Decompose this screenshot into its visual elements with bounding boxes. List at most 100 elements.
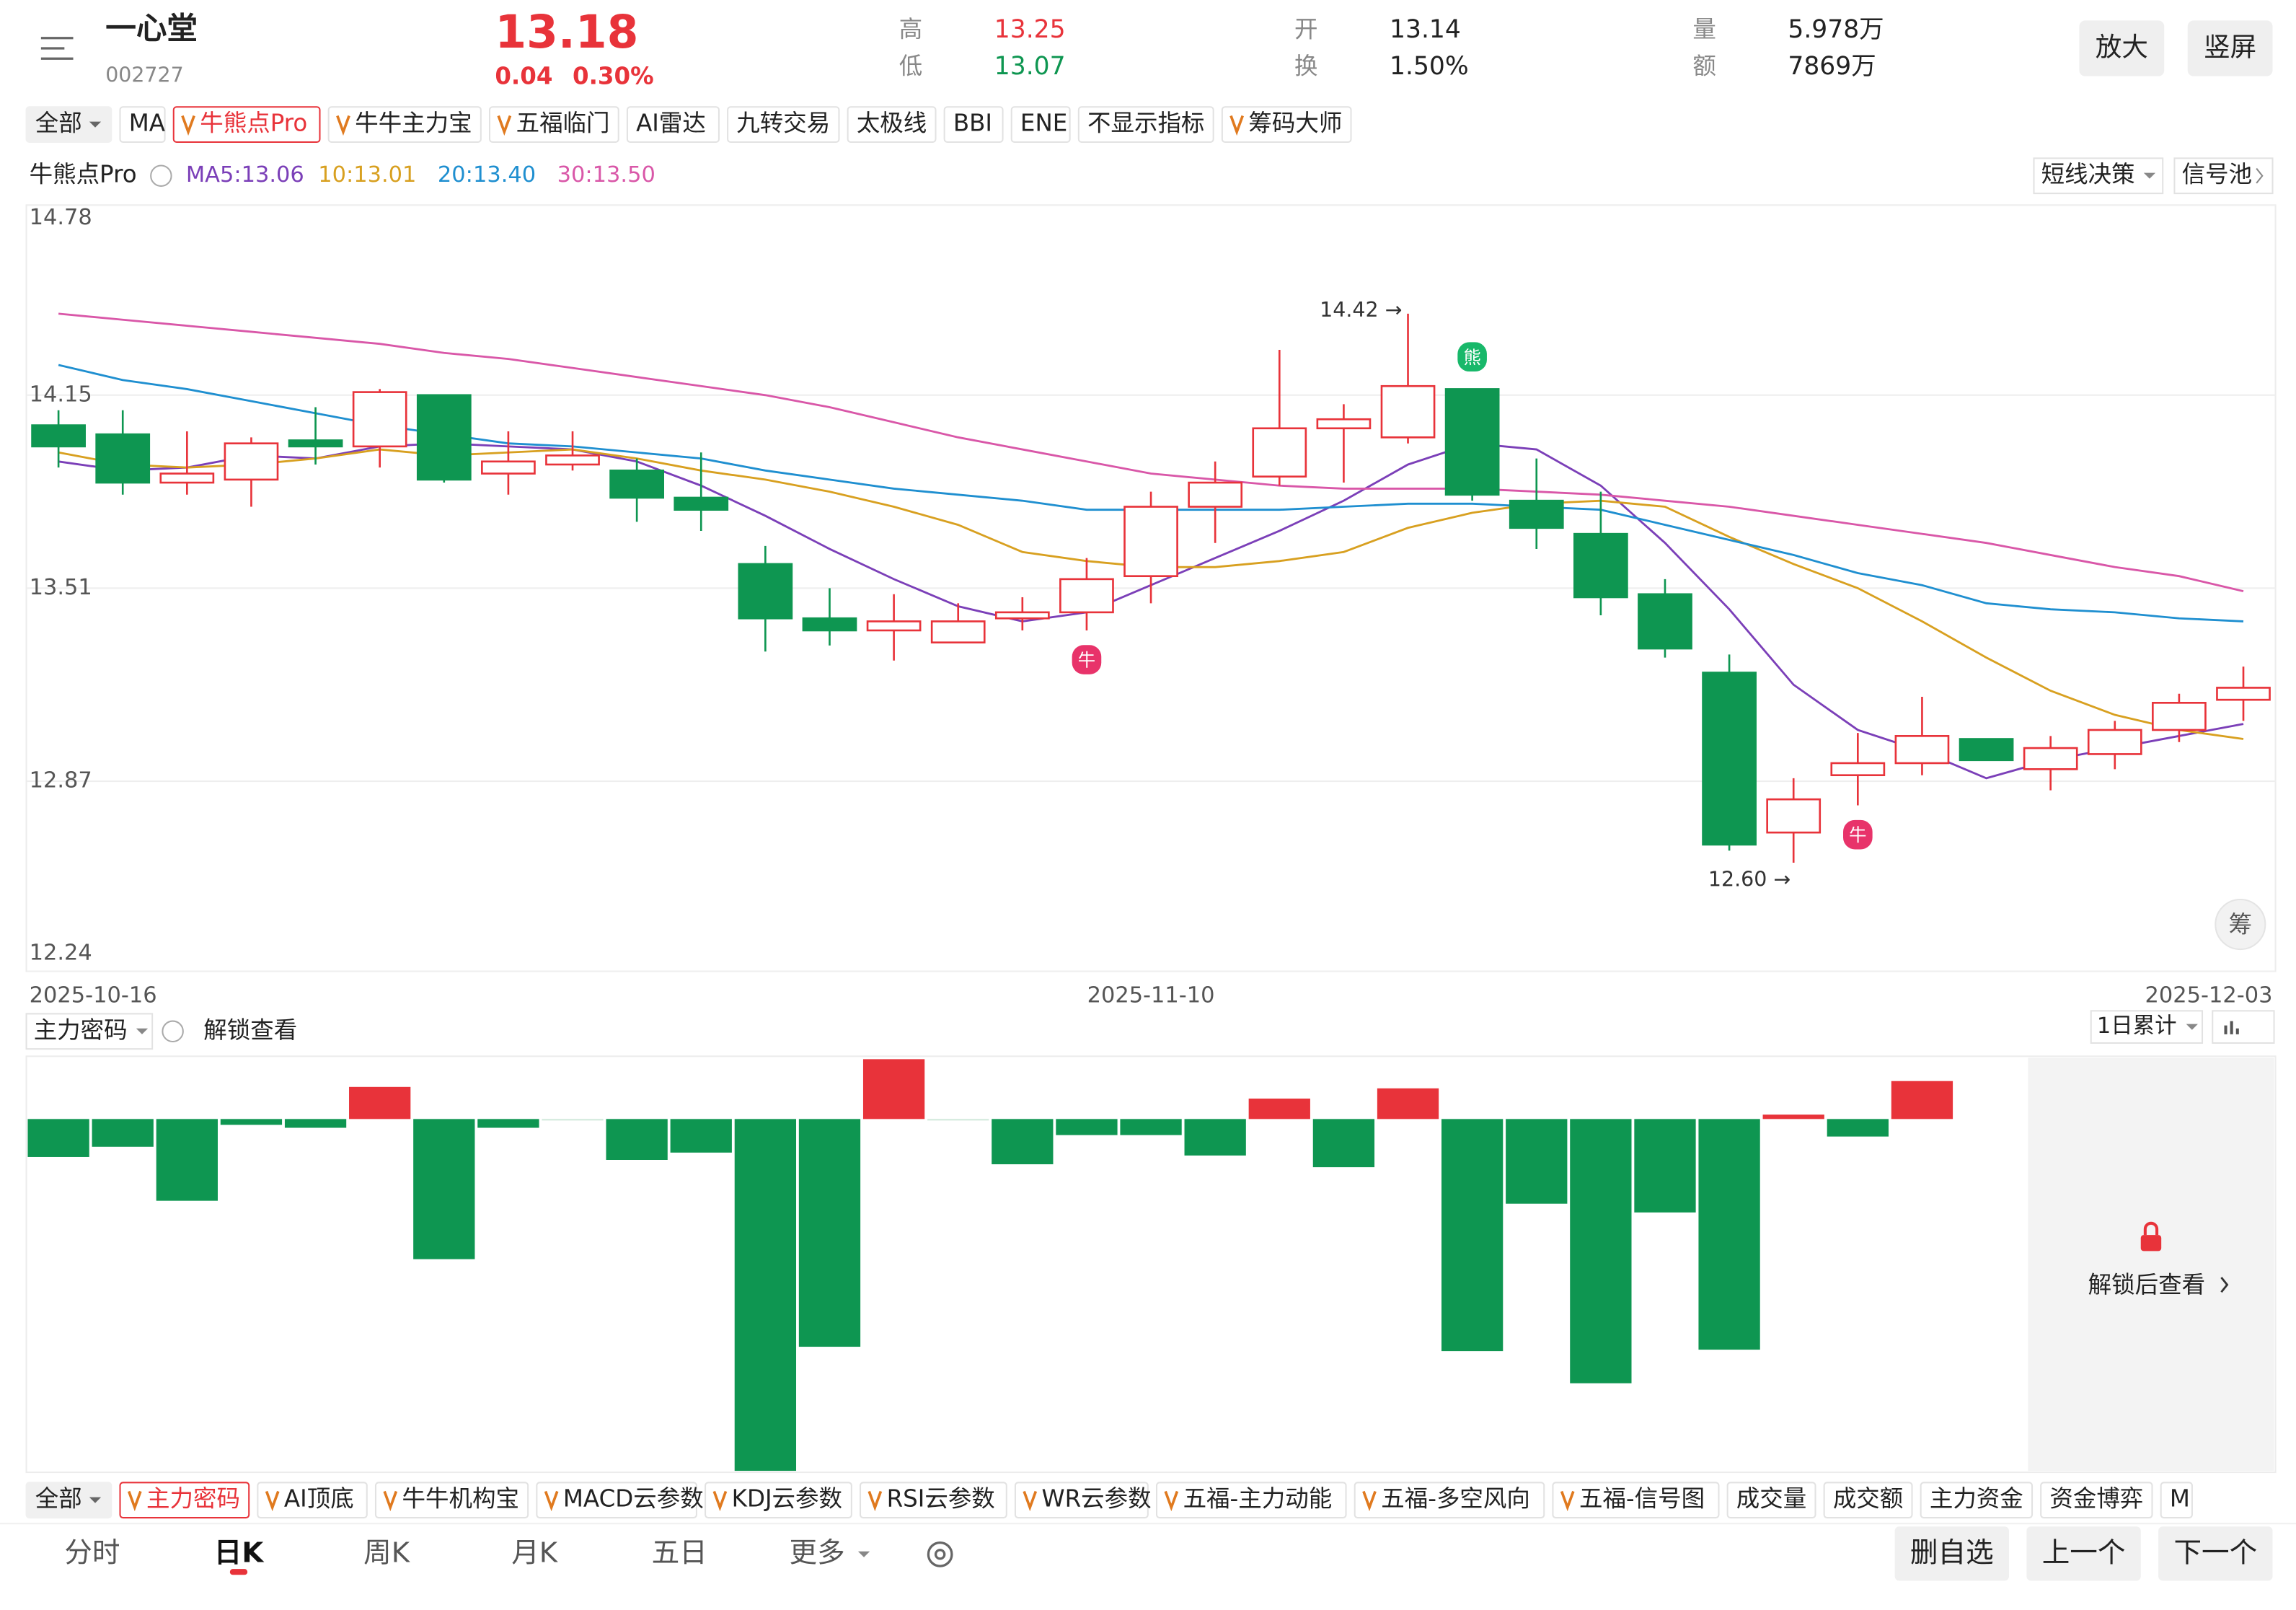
button[interactable]	[2079, 20, 2165, 76]
bar	[1441, 1119, 1504, 1352]
button[interactable]	[2187, 20, 2273, 76]
bar	[862, 1059, 925, 1119]
candle-body	[1380, 384, 1436, 439]
candle-body	[1059, 578, 1114, 614]
tab[interactable]	[327, 106, 482, 144]
tab-label: 全部	[35, 1485, 82, 1513]
stock-code: 002727	[105, 63, 183, 87]
tab[interactable]	[1221, 106, 1352, 144]
tab[interactable]	[374, 1482, 529, 1519]
tab-label: ENE	[1020, 110, 1067, 137]
tab[interactable]	[172, 106, 321, 144]
bar	[284, 1119, 347, 1128]
nav-button[interactable]	[1894, 1526, 2009, 1581]
x-tick-label: 2025-12-03	[2145, 983, 2273, 1008]
chips-button[interactable]	[2215, 898, 2266, 951]
chart-icon	[2224, 1021, 2239, 1034]
locked-area[interactable]	[2028, 1057, 2274, 1472]
candle-body	[352, 391, 407, 448]
tab-label: BBI	[953, 110, 992, 137]
tab-label: 不显示指标	[1087, 110, 1204, 137]
tab[interactable]	[2160, 1482, 2193, 1519]
tab[interactable]	[1156, 1482, 1347, 1519]
candle-body	[802, 617, 857, 632]
tab[interactable]	[1010, 106, 1071, 144]
bar	[606, 1119, 668, 1160]
candle-body	[481, 460, 536, 475]
help-icon[interactable]	[150, 164, 172, 187]
candle-body	[1638, 593, 1692, 650]
legend-entry: 20:13.40	[438, 162, 536, 188]
tab[interactable]	[626, 106, 720, 144]
tab[interactable]	[257, 1482, 368, 1519]
signal-label: 牛	[1849, 824, 1866, 845]
dropdown[interactable]	[2090, 1010, 2204, 1044]
bar	[798, 1119, 861, 1347]
vip-icon	[1560, 1490, 1575, 1512]
tab[interactable]	[119, 106, 166, 144]
tab-label: 筹码大师	[1248, 110, 1342, 137]
tab[interactable]	[1014, 1482, 1149, 1519]
candle-body	[1444, 388, 1500, 496]
tab[interactable]	[1726, 1482, 1816, 1519]
tab[interactable]	[1823, 1482, 1913, 1519]
candle-body	[930, 620, 986, 644]
button[interactable]	[2212, 1010, 2275, 1044]
tab[interactable]	[1552, 1482, 1720, 1519]
nav-button[interactable]	[2026, 1526, 2141, 1581]
tab[interactable]	[489, 106, 619, 144]
tab[interactable]	[119, 1482, 250, 1519]
tab[interactable]	[860, 1482, 1007, 1519]
tab[interactable]	[25, 1482, 112, 1519]
candle-body	[1509, 499, 1564, 529]
candle-body	[416, 394, 472, 481]
tab[interactable]	[705, 1482, 852, 1519]
candle-body	[1894, 735, 1950, 765]
button[interactable]	[2173, 157, 2274, 195]
help-icon[interactable]	[162, 1020, 184, 1043]
tab[interactable]	[1920, 1482, 2034, 1519]
nav-tab: 更多	[790, 1536, 845, 1569]
candle-body	[159, 472, 215, 484]
tab-label: 五福-多空风向	[1381, 1485, 1530, 1513]
dropdown[interactable]	[2033, 157, 2164, 195]
tab[interactable]	[943, 106, 1004, 144]
bar	[1184, 1119, 1246, 1156]
tab[interactable]	[536, 1482, 697, 1519]
x-tick-label: 2025-11-10	[1087, 983, 1215, 1008]
tab-label: 成交量	[1736, 1485, 1806, 1513]
tab[interactable]	[727, 106, 840, 144]
tab-label: 牛牛机构宝	[402, 1485, 519, 1513]
tab-label: 五福-信号图	[1579, 1485, 1705, 1513]
menu-icon[interactable]	[40, 37, 74, 60]
stat-label: 高	[899, 16, 922, 43]
button-label: 信号池	[2182, 161, 2252, 188]
indicator-name: 主力密码	[34, 1016, 128, 1044]
tab-label: AI顶底	[284, 1485, 354, 1513]
tab[interactable]	[2040, 1482, 2153, 1519]
bar	[1698, 1119, 1760, 1350]
change-pct: 0.30%	[573, 63, 654, 90]
candle-body	[1959, 738, 2014, 762]
signal-icon	[1843, 819, 1873, 850]
y-tick-label: 12.87	[30, 768, 92, 793]
tab[interactable]	[1077, 106, 1214, 144]
tab[interactable]	[1354, 1482, 1545, 1519]
bar	[477, 1119, 539, 1128]
tab[interactable]	[847, 106, 937, 144]
dropdown[interactable]	[25, 1013, 154, 1050]
stat-value: 5.978万	[1788, 15, 1884, 44]
gear-icon[interactable]	[927, 1541, 953, 1567]
bar	[927, 1119, 989, 1121]
nav-tab: 周K	[363, 1536, 411, 1569]
candle-body	[95, 433, 151, 484]
dropdown-label: 短线决策	[2041, 161, 2135, 188]
stat-label: 换	[1294, 52, 1317, 79]
vip-icon	[712, 1490, 728, 1512]
candle-body	[2152, 702, 2207, 731]
tab[interactable]	[25, 106, 112, 144]
nav-button[interactable]	[2158, 1526, 2273, 1581]
candle-body	[545, 454, 600, 466]
